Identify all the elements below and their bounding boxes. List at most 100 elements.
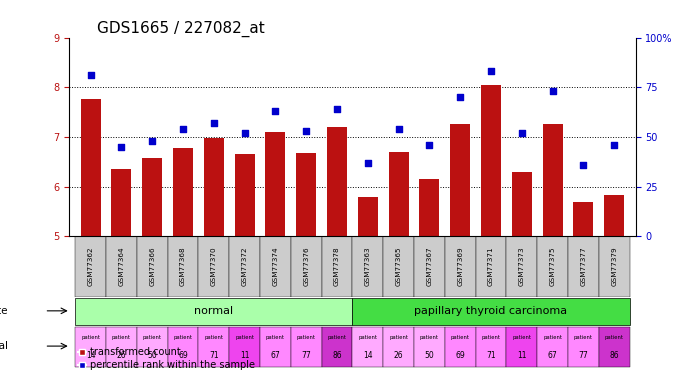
FancyBboxPatch shape bbox=[384, 327, 414, 367]
Text: GSM77371: GSM77371 bbox=[488, 246, 494, 286]
Bar bbox=[604, 195, 624, 236]
FancyBboxPatch shape bbox=[414, 327, 445, 367]
Bar bbox=[358, 198, 378, 236]
Bar bbox=[111, 169, 131, 236]
FancyBboxPatch shape bbox=[168, 236, 198, 297]
Text: GSM77378: GSM77378 bbox=[334, 246, 340, 286]
Text: GSM77367: GSM77367 bbox=[426, 246, 433, 286]
FancyBboxPatch shape bbox=[229, 327, 260, 367]
Point bbox=[178, 126, 189, 132]
Text: patient: patient bbox=[512, 335, 531, 340]
Text: GSM77364: GSM77364 bbox=[118, 246, 124, 286]
Text: 50: 50 bbox=[424, 351, 434, 360]
FancyBboxPatch shape bbox=[75, 298, 352, 325]
Text: GSM77379: GSM77379 bbox=[611, 246, 617, 286]
Point bbox=[609, 142, 620, 148]
Text: patient: patient bbox=[112, 335, 131, 340]
Text: GDS1665 / 227082_at: GDS1665 / 227082_at bbox=[97, 21, 265, 38]
Text: 71: 71 bbox=[486, 351, 496, 360]
FancyBboxPatch shape bbox=[75, 327, 106, 367]
FancyBboxPatch shape bbox=[260, 327, 291, 367]
FancyBboxPatch shape bbox=[537, 327, 568, 367]
FancyBboxPatch shape bbox=[291, 327, 321, 367]
FancyBboxPatch shape bbox=[507, 327, 537, 367]
Point bbox=[516, 130, 527, 136]
FancyBboxPatch shape bbox=[599, 236, 630, 297]
Bar bbox=[142, 158, 162, 236]
Bar bbox=[173, 148, 193, 236]
Text: 86: 86 bbox=[609, 351, 619, 360]
Text: 67: 67 bbox=[548, 351, 558, 360]
Text: patient: patient bbox=[143, 335, 162, 340]
FancyBboxPatch shape bbox=[352, 327, 384, 367]
Text: GSM77373: GSM77373 bbox=[519, 246, 524, 286]
Text: GSM77366: GSM77366 bbox=[149, 246, 155, 286]
Text: GSM77370: GSM77370 bbox=[211, 246, 217, 286]
Text: patient: patient bbox=[605, 335, 624, 340]
Text: patient: patient bbox=[173, 335, 193, 340]
Text: patient: patient bbox=[328, 335, 346, 340]
FancyBboxPatch shape bbox=[321, 327, 352, 367]
FancyBboxPatch shape bbox=[198, 236, 229, 297]
Bar bbox=[265, 132, 285, 236]
Text: GSM77368: GSM77368 bbox=[180, 246, 186, 286]
Text: 86: 86 bbox=[332, 351, 342, 360]
Bar bbox=[327, 127, 347, 236]
Point bbox=[239, 130, 250, 136]
Text: 50: 50 bbox=[147, 351, 157, 360]
FancyBboxPatch shape bbox=[599, 327, 630, 367]
Text: patient: patient bbox=[574, 335, 593, 340]
Point bbox=[578, 162, 589, 168]
Bar bbox=[450, 124, 470, 236]
Text: patient: patient bbox=[451, 335, 470, 340]
FancyBboxPatch shape bbox=[137, 327, 168, 367]
Text: 77: 77 bbox=[301, 351, 311, 360]
FancyBboxPatch shape bbox=[352, 236, 384, 297]
Bar bbox=[574, 202, 594, 236]
Point bbox=[116, 144, 127, 150]
Point bbox=[486, 68, 497, 74]
Point bbox=[332, 106, 343, 112]
FancyBboxPatch shape bbox=[445, 236, 475, 297]
Point bbox=[424, 142, 435, 148]
Point bbox=[362, 160, 373, 166]
FancyBboxPatch shape bbox=[384, 236, 414, 297]
FancyBboxPatch shape bbox=[475, 236, 507, 297]
Text: 11: 11 bbox=[240, 351, 249, 360]
FancyBboxPatch shape bbox=[75, 236, 106, 297]
Bar bbox=[204, 138, 224, 236]
Text: GSM77376: GSM77376 bbox=[303, 246, 309, 286]
Text: patient: patient bbox=[296, 335, 316, 340]
Text: patient: patient bbox=[543, 335, 562, 340]
FancyBboxPatch shape bbox=[507, 236, 537, 297]
Point bbox=[393, 126, 404, 132]
Text: 11: 11 bbox=[517, 351, 527, 360]
Bar bbox=[542, 124, 562, 236]
Text: patient: patient bbox=[482, 335, 500, 340]
FancyBboxPatch shape bbox=[291, 236, 321, 297]
FancyBboxPatch shape bbox=[260, 236, 291, 297]
Point bbox=[301, 128, 312, 134]
Text: patient: patient bbox=[205, 335, 223, 340]
Point bbox=[85, 72, 96, 78]
Text: GSM77363: GSM77363 bbox=[365, 246, 371, 286]
Text: 26: 26 bbox=[394, 351, 404, 360]
Text: patient: patient bbox=[359, 335, 377, 340]
Point bbox=[547, 88, 558, 94]
Text: GSM77377: GSM77377 bbox=[580, 246, 587, 286]
Text: GSM77375: GSM77375 bbox=[549, 246, 556, 286]
Text: 67: 67 bbox=[271, 351, 281, 360]
Text: 77: 77 bbox=[578, 351, 588, 360]
Text: disease state: disease state bbox=[0, 306, 8, 316]
Text: individual: individual bbox=[0, 341, 8, 351]
Text: patient: patient bbox=[266, 335, 285, 340]
Bar bbox=[235, 154, 255, 236]
Text: normal: normal bbox=[194, 306, 234, 316]
Bar bbox=[419, 179, 439, 236]
FancyBboxPatch shape bbox=[321, 236, 352, 297]
Text: papillary thyroid carcinoma: papillary thyroid carcinoma bbox=[415, 306, 567, 316]
FancyBboxPatch shape bbox=[537, 236, 568, 297]
Bar bbox=[81, 99, 101, 236]
Bar bbox=[481, 85, 501, 236]
Text: GSM77362: GSM77362 bbox=[88, 246, 94, 286]
